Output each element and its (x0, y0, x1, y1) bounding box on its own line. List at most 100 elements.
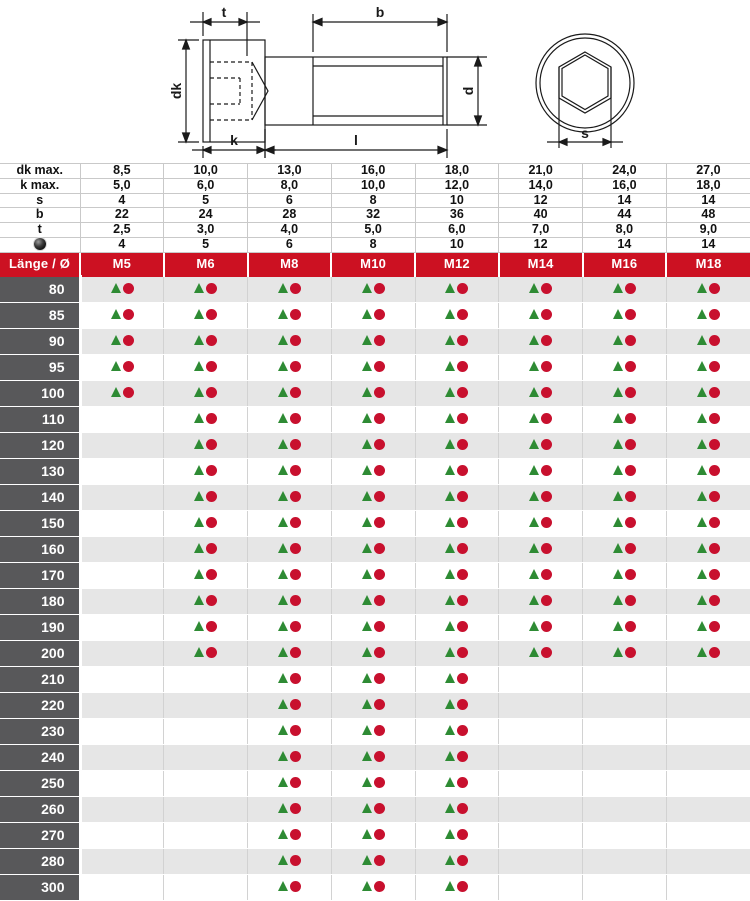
availability-cell-available[interactable] (666, 614, 750, 641)
availability-cell-available[interactable] (163, 614, 248, 641)
header-col-m6[interactable]: M6 (163, 252, 249, 276)
availability-cell-available[interactable] (498, 614, 583, 641)
availability-cell-available[interactable] (582, 354, 667, 381)
availability-cell-available[interactable] (666, 274, 750, 303)
availability-cell-available[interactable] (415, 302, 500, 329)
availability-cell-available[interactable] (247, 406, 332, 433)
availability-cell-available[interactable] (415, 718, 500, 745)
availability-cell-available[interactable] (498, 354, 583, 381)
availability-cell-available[interactable] (331, 562, 416, 589)
availability-cell-available[interactable] (247, 562, 332, 589)
availability-cell-available[interactable] (498, 406, 583, 433)
availability-cell-available[interactable] (582, 328, 667, 355)
availability-cell-available[interactable] (163, 588, 248, 615)
availability-cell-available[interactable] (247, 744, 332, 771)
availability-cell-available[interactable] (163, 302, 248, 329)
availability-cell-available[interactable] (247, 328, 332, 355)
availability-cell-available[interactable] (498, 380, 583, 407)
availability-cell-available[interactable] (247, 302, 332, 329)
availability-cell-available[interactable] (415, 874, 500, 901)
availability-cell-available[interactable] (331, 432, 416, 459)
availability-cell-available[interactable] (331, 302, 416, 329)
availability-cell-available[interactable] (247, 692, 332, 719)
availability-cell-available[interactable] (582, 510, 667, 537)
header-col-m5[interactable]: M5 (80, 252, 165, 276)
availability-cell-available[interactable] (163, 354, 248, 381)
availability-cell-available[interactable] (498, 328, 583, 355)
availability-cell-available[interactable] (498, 302, 583, 329)
availability-cell-available[interactable] (498, 536, 583, 563)
availability-cell-available[interactable] (163, 640, 248, 667)
availability-cell-available[interactable] (247, 718, 332, 745)
availability-cell-available[interactable] (247, 822, 332, 849)
availability-cell-available[interactable] (247, 614, 332, 641)
availability-cell-available[interactable] (331, 796, 416, 823)
availability-cell-available[interactable] (582, 302, 667, 329)
availability-cell-available[interactable] (331, 718, 416, 745)
availability-cell-available[interactable] (415, 770, 500, 797)
availability-cell-available[interactable] (247, 848, 332, 875)
availability-cell-available[interactable] (331, 588, 416, 615)
availability-cell-available[interactable] (582, 562, 667, 589)
availability-cell-available[interactable] (415, 510, 500, 537)
availability-cell-available[interactable] (247, 874, 332, 901)
availability-cell-available[interactable] (331, 380, 416, 407)
availability-cell-available[interactable] (582, 406, 667, 433)
availability-cell-available[interactable] (163, 562, 248, 589)
availability-cell-available[interactable] (666, 354, 750, 381)
availability-cell-available[interactable] (80, 328, 165, 355)
availability-cell-available[interactable] (247, 796, 332, 823)
availability-cell-available[interactable] (331, 354, 416, 381)
availability-cell-available[interactable] (163, 380, 248, 407)
availability-cell-available[interactable] (666, 510, 750, 537)
availability-cell-available[interactable] (415, 692, 500, 719)
availability-cell-available[interactable] (163, 458, 248, 485)
availability-cell-available[interactable] (247, 484, 332, 511)
availability-cell-available[interactable] (415, 274, 500, 303)
availability-cell-available[interactable] (498, 588, 583, 615)
availability-cell-available[interactable] (331, 274, 416, 303)
availability-cell-available[interactable] (80, 302, 165, 329)
header-col-m8[interactable]: M8 (247, 252, 333, 276)
availability-cell-available[interactable] (331, 406, 416, 433)
availability-cell-available[interactable] (247, 380, 332, 407)
availability-cell-available[interactable] (331, 692, 416, 719)
availability-cell-available[interactable] (415, 614, 500, 641)
availability-cell-available[interactable] (415, 640, 500, 667)
availability-cell-available[interactable] (415, 380, 500, 407)
availability-cell-available[interactable] (582, 484, 667, 511)
availability-cell-available[interactable] (415, 406, 500, 433)
availability-cell-available[interactable] (498, 562, 583, 589)
availability-cell-available[interactable] (331, 874, 416, 901)
availability-cell-available[interactable] (415, 328, 500, 355)
availability-cell-available[interactable] (415, 536, 500, 563)
availability-cell-available[interactable] (498, 510, 583, 537)
availability-cell-available[interactable] (666, 432, 750, 459)
availability-cell-available[interactable] (331, 640, 416, 667)
availability-cell-available[interactable] (415, 666, 500, 693)
availability-cell-available[interactable] (331, 744, 416, 771)
availability-cell-available[interactable] (666, 536, 750, 563)
availability-cell-available[interactable] (666, 588, 750, 615)
availability-cell-available[interactable] (163, 406, 248, 433)
availability-cell-available[interactable] (331, 484, 416, 511)
availability-cell-available[interactable] (498, 274, 583, 303)
availability-cell-available[interactable] (247, 510, 332, 537)
availability-cell-available[interactable] (247, 770, 332, 797)
availability-cell-available[interactable] (498, 484, 583, 511)
availability-cell-available[interactable] (163, 274, 248, 303)
availability-cell-available[interactable] (247, 458, 332, 485)
availability-cell-available[interactable] (163, 484, 248, 511)
availability-cell-available[interactable] (331, 458, 416, 485)
availability-cell-available[interactable] (331, 770, 416, 797)
availability-cell-available[interactable] (415, 354, 500, 381)
availability-cell-available[interactable] (331, 848, 416, 875)
availability-cell-available[interactable] (666, 640, 750, 667)
header-col-m16[interactable]: M16 (582, 252, 668, 276)
availability-cell-available[interactable] (331, 536, 416, 563)
availability-cell-available[interactable] (666, 380, 750, 407)
availability-cell-available[interactable] (415, 848, 500, 875)
availability-cell-available[interactable] (415, 796, 500, 823)
availability-cell-available[interactable] (247, 640, 332, 667)
availability-cell-available[interactable] (247, 666, 332, 693)
